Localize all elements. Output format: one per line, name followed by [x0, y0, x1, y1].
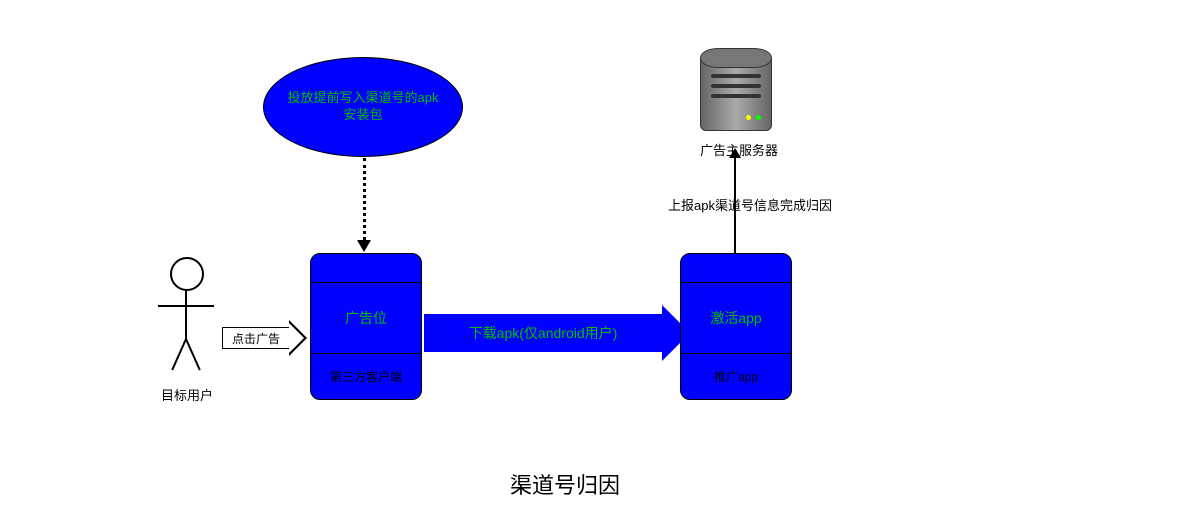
activate-app-main-label: 激活app: [710, 308, 761, 328]
diagram-title: 渠道号归因: [510, 468, 620, 500]
download-arrow: 下载apk(仅android用户): [424, 305, 690, 361]
activate-app-box: 激活app 推广app: [680, 253, 792, 400]
apk-ellipse: 投放提前写入渠道号的apk安装包: [263, 57, 463, 157]
click-ad-arrow: 点击广告: [222, 320, 307, 356]
actor-label: 目标用户: [161, 385, 213, 404]
server-label: 广告主服务器: [700, 140, 778, 159]
ad-slot-main-label: 广告位: [345, 308, 387, 328]
ad-slot-box: 广告位 第三方客户端: [310, 253, 422, 400]
download-arrow-label: 下载apk(仅android用户): [469, 323, 618, 343]
activate-app-sub-label: 推广app: [714, 368, 758, 385]
dotted-arrow-shaft: [363, 158, 366, 240]
server-icon: [700, 48, 770, 131]
ad-slot-sub-label: 第三方客户端: [330, 368, 402, 385]
diagram-canvas: 目标用户 点击广告 广告位 第三方客户端 投放提前写入渠道号的apk安装包 下载…: [0, 0, 1194, 517]
dotted-arrow-head: [357, 240, 371, 252]
report-arrow-label: 上报apk渠道号信息完成归因: [668, 195, 832, 214]
click-ad-arrow-label: 点击广告: [232, 330, 280, 347]
apk-ellipse-text: 投放提前写入渠道号的apk安装包: [282, 90, 444, 124]
